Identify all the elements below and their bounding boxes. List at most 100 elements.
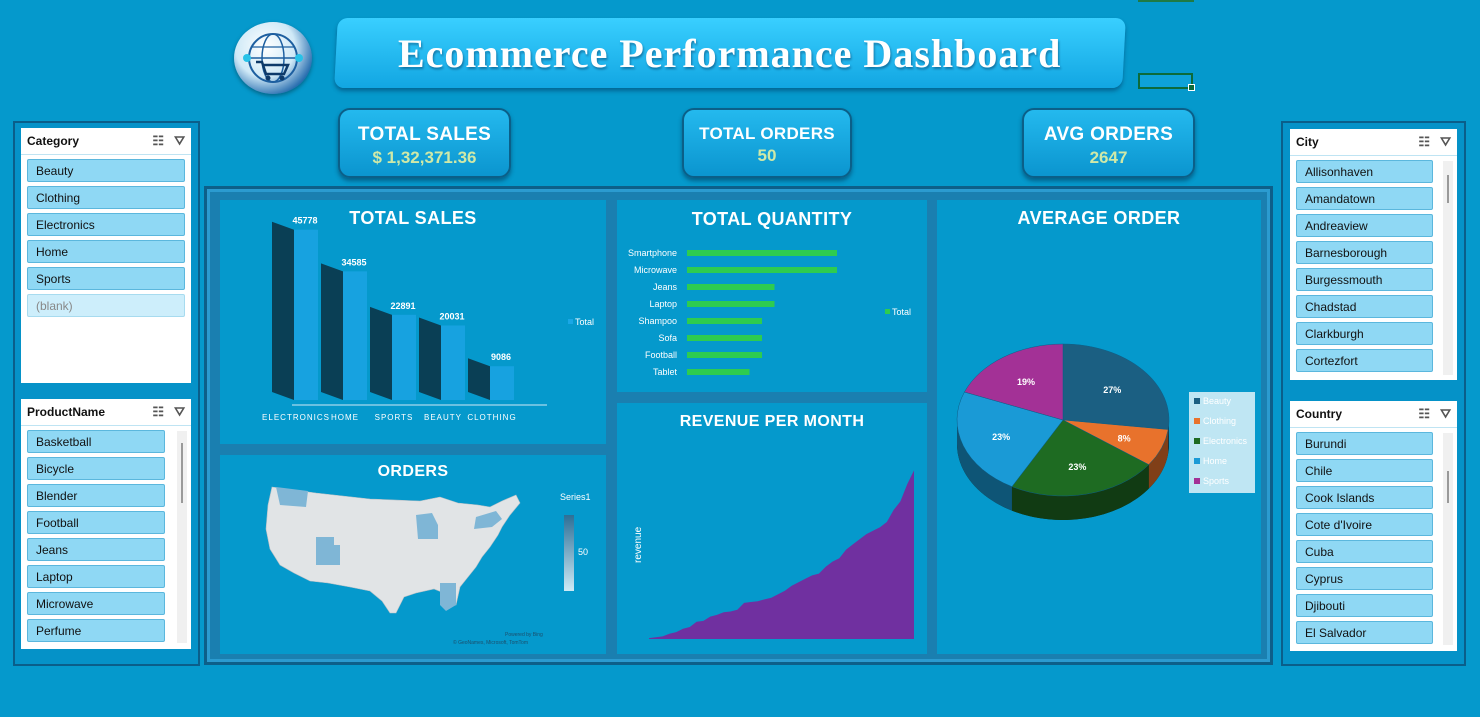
multi-select-icon[interactable]: ☷: [1418, 406, 1431, 421]
slicer-item-city[interactable]: Burgessmouth: [1296, 268, 1433, 291]
orders-map-title: ORDERS: [377, 463, 449, 480]
category-slicer-title: Category: [27, 134, 80, 148]
pie-data-label: 23%: [1068, 462, 1086, 472]
legend-swatch-electronics: [1194, 438, 1200, 444]
excel-top-indicator: [1138, 0, 1194, 2]
city-slicer[interactable]: City ☷ ⛛ Allisonhaven Amandatown Andreaview…: [1290, 129, 1457, 380]
total-quantity-panel[interactable]: TOTAL QUANTITY Smartphone Microwave Jeans L…: [617, 200, 927, 392]
product-slicer[interactable]: ProductName ☷ ⛛ Basketball Bicycle Blender F…: [21, 399, 191, 649]
slicer-item-country[interactable]: Burundi: [1296, 432, 1433, 455]
product-slicer-title: ProductName: [27, 405, 106, 419]
slicer-item-city[interactable]: Clarkburgh: [1296, 322, 1433, 345]
slicer-item-category[interactable]: Home: [27, 240, 185, 263]
average-order-chart: 27% 8% 23% 23% 19% Beauty Clothing Electronics H…: [956, 343, 1255, 520]
legend-label-sports: Sports: [1203, 476, 1230, 486]
country-scroll-thumb[interactable]: [1447, 471, 1449, 503]
product-slicer-items: Basketball Bicycle Blender Football Jeans Lap…: [21, 426, 191, 642]
category-label: Jeans: [653, 282, 678, 292]
slicer-item-city[interactable]: Barnesborough: [1296, 241, 1433, 264]
country-slicer[interactable]: Country ☷ ⛛ Burundi Chile Cook Islands Cote …: [1290, 401, 1457, 651]
multi-select-icon[interactable]: ☷: [1418, 134, 1431, 149]
data-label: 20031: [439, 311, 464, 321]
revenue-chart-title: REVENUE PER MONTH: [679, 413, 865, 430]
slicer-item-city[interactable]: Amandatown: [1296, 187, 1433, 210]
country-scrollbar[interactable]: [1443, 433, 1453, 645]
slicer-item-product[interactable]: Bicycle: [27, 457, 165, 480]
pie-data-label: 23%: [992, 432, 1010, 442]
revenue-panel[interactable]: REVENUE PER MONTH revenue: [617, 403, 927, 654]
pie-slice-beauty: [1062, 343, 1170, 430]
category-label: HOME: [331, 413, 359, 422]
kpi-avg-orders-label: AVG ORDERS: [1043, 124, 1174, 145]
slicer-item-city[interactable]: Cortezfort: [1296, 349, 1433, 372]
slicer-item-country[interactable]: Cuba: [1296, 540, 1433, 563]
city-scroll-thumb[interactable]: [1447, 175, 1449, 203]
category-slicer[interactable]: Category ☷ ⛛ Beauty Clothing Electronics Hom…: [21, 128, 191, 383]
clear-filter-icon[interactable]: ⛛: [1440, 406, 1451, 421]
map-legend-scale: [564, 515, 574, 591]
bar-electronics: [294, 229, 318, 400]
bar-side-clothing: [468, 358, 490, 400]
average-order-panel[interactable]: AVERAGE ORDER 27% 8% 23% 23% 19% Beauty Clothi…: [937, 200, 1261, 654]
city-scrollbar[interactable]: [1443, 161, 1453, 375]
category-label: Laptop: [649, 299, 677, 309]
selected-cell[interactable]: [1138, 73, 1195, 91]
dashboard-title-banner: Ecommerce Performance Dashboard: [334, 18, 1126, 88]
total-sales-chart-title: TOTAL SALES: [349, 208, 477, 228]
slicer-item-country[interactable]: Djibouti: [1296, 594, 1433, 617]
legend-label: Total: [575, 317, 594, 327]
product-scrollbar[interactable]: [177, 431, 187, 643]
category-label: ELECTRONICS: [262, 413, 330, 422]
slicer-item-product[interactable]: Microwave: [27, 592, 165, 615]
bar-clothing: [490, 366, 514, 400]
slicer-item-category[interactable]: Beauty: [27, 159, 185, 182]
city-slicer-title: City: [1296, 135, 1319, 149]
slicer-item-city[interactable]: Andreaview: [1296, 214, 1433, 237]
pie-side-electronics: [1011, 464, 1149, 520]
multi-select-icon[interactable]: ☷: [152, 404, 165, 419]
slicer-item-product[interactable]: Basketball: [27, 430, 165, 453]
pie-data-label: 8%: [1118, 433, 1131, 443]
slicer-item-product[interactable]: Football: [27, 511, 165, 534]
slicer-item-category[interactable]: Electronics: [27, 213, 185, 236]
slicer-item-city[interactable]: Allisonhaven: [1296, 160, 1433, 183]
slicer-item-city[interactable]: Chadstad: [1296, 295, 1433, 318]
legend-swatch-sports: [1194, 478, 1200, 484]
slicer-item-category[interactable]: Clothing: [27, 186, 185, 209]
pie-slice-sports: [964, 343, 1064, 421]
clear-filter-icon[interactable]: ⛛: [1440, 134, 1451, 149]
logo: [234, 22, 312, 94]
slicer-item-country[interactable]: El Salvador: [1296, 621, 1433, 644]
total-sales-chart: 45778 ELECTRONICS 34585 HOME 22891 SPORTS 2003…: [262, 216, 594, 422]
total-quantity-chart: Smartphone Microwave Jeans Laptop Shampoo Sof…: [628, 248, 911, 377]
slicer-item-product[interactable]: Jeans: [27, 538, 165, 561]
bar-beauty: [441, 325, 465, 400]
bar-football: [687, 352, 762, 358]
legend-swatch-clothing: [1194, 418, 1200, 424]
legend-label-electronics: Electronics: [1203, 436, 1248, 446]
slicer-item-country[interactable]: Cook Islands: [1296, 486, 1433, 509]
slicer-item-product[interactable]: Perfume: [27, 619, 165, 642]
kpi-total-orders-label: TOTAL ORDERS: [699, 124, 835, 143]
total-sales-panel[interactable]: TOTAL SALES 45778 ELECTRONICS 34585 HOME 228…: [220, 200, 606, 444]
slicer-item-country[interactable]: Cote d'Ivoire: [1296, 513, 1433, 536]
slicer-item-product[interactable]: Blender: [27, 484, 165, 507]
orders-map-panel[interactable]: ORDERS Series1 50 Powered by Bing © GeoN…: [220, 455, 606, 654]
slicer-item-category[interactable]: (blank): [27, 294, 185, 317]
clear-filter-icon[interactable]: ⛛: [174, 404, 185, 419]
slicer-item-category[interactable]: Sports: [27, 267, 185, 290]
bar-tablet: [687, 369, 750, 375]
bar-microwave: [687, 267, 837, 273]
map-credit-geo: © GeoNames, Microsoft, TomTom: [453, 639, 528, 646]
us-map: Series1 50 Powered by Bing © GeoNames, M…: [265, 486, 591, 646]
category-slicer-header: Category ☷ ⛛: [21, 128, 191, 155]
state-washington: [276, 487, 308, 507]
slicer-item-country[interactable]: Cyprus: [1296, 567, 1433, 590]
city-slicer-items: Allisonhaven Amandatown Andreaview Barnesbo…: [1290, 156, 1457, 372]
clear-filter-icon[interactable]: ⛛: [174, 133, 185, 148]
category-label: Microwave: [634, 265, 677, 275]
slicer-item-product[interactable]: Laptop: [27, 565, 165, 588]
slicer-item-country[interactable]: Chile: [1296, 459, 1433, 482]
multi-select-icon[interactable]: ☷: [152, 133, 165, 148]
product-scroll-thumb[interactable]: [181, 443, 183, 503]
